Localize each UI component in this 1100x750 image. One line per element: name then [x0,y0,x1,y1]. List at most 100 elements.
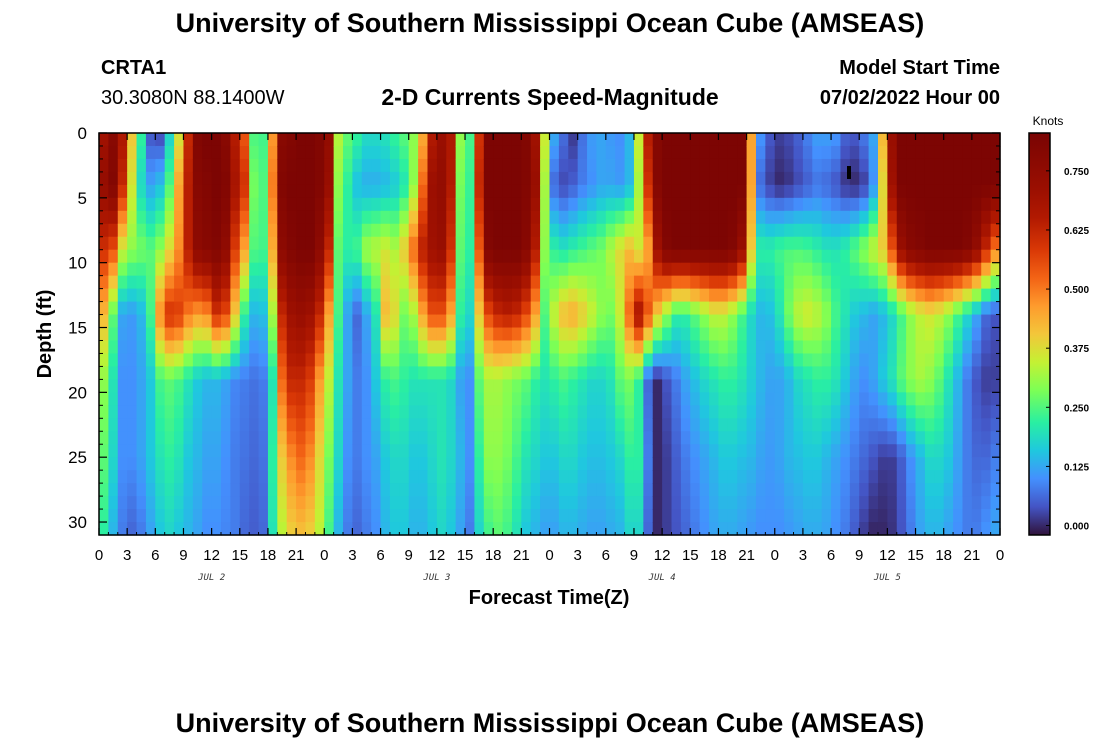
heatmap-cell [990,158,1001,173]
heatmap-cell [709,223,720,238]
heatmap-cell [709,496,720,510]
heatmap-cell [117,418,128,432]
heatmap-cell [802,379,813,393]
heatmap-cell [755,353,766,368]
heatmap-cell [877,145,888,160]
heatmap-cell [699,275,710,290]
heatmap-cell [633,314,644,329]
x-tick-label: 6 [827,547,835,564]
heatmap-cell [605,444,616,458]
heatmap-cell [493,275,504,290]
heatmap-cell [802,405,813,419]
heatmap-cell [436,431,447,445]
heatmap-cell [868,288,879,303]
heatmap-cell [587,431,598,445]
heatmap-cell [474,275,485,290]
heatmap-cell [699,223,710,238]
heatmap-cell [202,470,213,484]
heatmap-cell [164,314,175,329]
heatmap-cell [427,262,438,277]
heatmap-cell [643,184,654,199]
heatmap-cell [699,496,710,510]
heatmap-cell [774,184,785,199]
heatmap-cell [558,184,569,199]
heatmap-cell [202,184,213,199]
heatmap-cell [849,353,860,368]
heatmap-cell [145,327,156,342]
heatmap-cell [474,171,485,186]
heatmap-cell [399,145,410,160]
heatmap-cell [990,236,1001,251]
heatmap-cell [483,444,494,458]
heatmap-cell [465,509,476,523]
heatmap-cell [183,210,194,225]
heatmap-cell [174,483,185,497]
heatmap-cell [793,340,804,355]
heatmap-cell [746,327,757,342]
heatmap-cell [258,145,269,160]
heatmap-cell [540,210,551,225]
heatmap-cell [755,133,766,147]
heatmap-cell [305,197,316,212]
heatmap-cell [868,431,879,445]
heatmap-cell [286,457,297,471]
heatmap-cell [784,314,795,329]
heatmap-cell [174,470,185,484]
heatmap-cell [652,197,663,212]
heatmap-cell [746,158,757,173]
heatmap-cell [859,457,870,471]
heatmap-cell [352,236,363,251]
heatmap-cell [924,496,935,510]
heatmap-cell [896,470,907,484]
heatmap-cell [333,197,344,212]
heatmap-cell [671,158,682,173]
heatmap-cell [662,145,673,160]
heatmap-cell [465,197,476,212]
heatmap-cell [408,379,419,393]
heatmap-cell [840,457,851,471]
heatmap-cell [709,314,720,329]
heatmap-cell [549,314,560,329]
heatmap-cell [530,405,541,419]
heatmap-cell [737,470,748,484]
heatmap-cell [671,405,682,419]
heatmap-cell [530,236,541,251]
heatmap-cell [296,431,307,445]
heatmap-cell [446,522,457,536]
heatmap-cell [136,184,147,199]
heatmap-cell [671,457,682,471]
heatmap-cell [145,158,156,173]
heatmap-cell [868,379,879,393]
heatmap-cell [267,210,278,225]
heatmap-cell [755,288,766,303]
heatmap-cell [558,444,569,458]
heatmap-cell [408,314,419,329]
heatmap-cell [361,509,372,523]
heatmap-cell [549,444,560,458]
heatmap-cell [831,366,842,380]
heatmap-cell [530,366,541,380]
heatmap-cell [455,197,466,212]
heatmap-cell [877,431,888,445]
heatmap-cell [709,275,720,290]
heatmap-cell [662,509,673,523]
heatmap-cell [446,197,457,212]
heatmap-cell [267,314,278,329]
heatmap-cell [643,327,654,342]
heatmap-cell [962,457,973,471]
heatmap-cell [361,197,372,212]
heatmap-cell [624,314,635,329]
heatmap-cell [718,133,729,147]
heatmap-cell [990,483,1001,497]
heatmap-cell [558,392,569,406]
heatmap-cell [211,340,222,355]
heatmap-cell [389,470,400,484]
heatmap-cell [211,457,222,471]
heatmap-cell [558,249,569,264]
heatmap-cell [511,470,522,484]
heatmap-cell [389,184,400,199]
heatmap-cell [221,418,231,432]
heatmap-cell [99,158,109,173]
heatmap-cell [831,275,842,290]
heatmap-cell [418,275,429,290]
